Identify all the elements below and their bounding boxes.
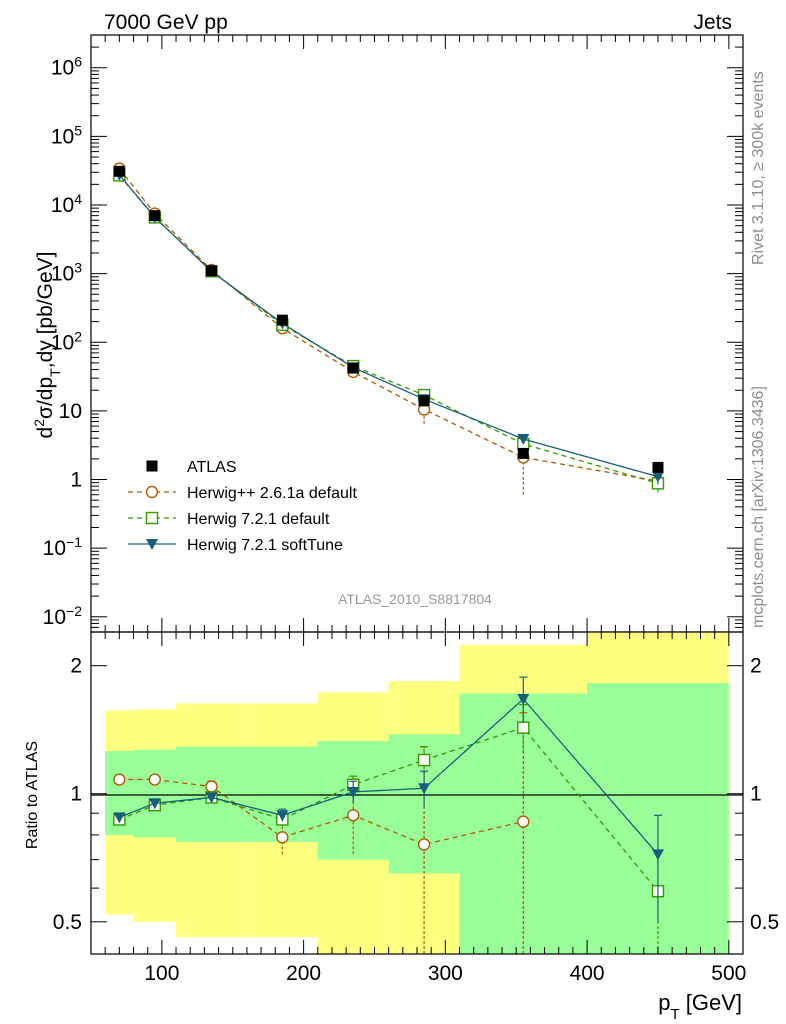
main-y-tick-label: 10−1	[43, 534, 83, 560]
main-point	[651, 471, 664, 483]
ratio-point	[517, 721, 530, 734]
ratio-series-line	[119, 698, 659, 855]
main-series-atlas	[113, 165, 664, 473]
main-point	[276, 314, 288, 326]
ratio-point	[205, 792, 218, 804]
ratio-point	[276, 831, 289, 844]
main-y-tick-label: 106	[51, 54, 82, 80]
inner-uncertainty-band	[246, 746, 318, 843]
legend-entry: Herwig 7.2.1 softTune	[128, 537, 343, 554]
header-observable: Jets	[693, 11, 732, 34]
ratio-point	[205, 780, 218, 793]
main-y-tick-label: 10−2	[43, 603, 83, 629]
legend-label: ATLAS	[187, 459, 237, 476]
main-series-herwig-2-6-1a-default	[113, 162, 665, 495]
legend-label: Herwig 7.2.1 default	[187, 511, 330, 528]
ratio-ticks: 0.5 0.5 1 1 2 2 100 200 300 400 500	[53, 632, 779, 985]
ratio-frame	[90, 631, 744, 955]
main-y-tick-label: 104	[51, 191, 82, 217]
main-series-line	[118, 168, 659, 482]
ratio-point	[517, 693, 530, 705]
main-series-herwig-7-2-1-default	[113, 169, 665, 493]
main-y-tick-label: 105	[51, 122, 82, 148]
inner-uncertainty-band	[133, 749, 177, 838]
main-y-tick-label: 1	[70, 469, 82, 492]
ratio-point	[148, 773, 161, 786]
ratio-point	[418, 783, 431, 795]
main-point	[113, 165, 125, 177]
main-point	[205, 265, 217, 277]
x-tick-label: 400	[570, 962, 605, 985]
ratio-point	[517, 815, 530, 828]
ratio-series	[113, 676, 665, 954]
legend-marker	[146, 460, 158, 472]
main-y-tick-label: 10	[59, 400, 82, 423]
main-point	[517, 447, 529, 459]
legend-entry: Herwig 7.2.1 default	[128, 511, 330, 528]
uncertainty-bands	[105, 632, 729, 954]
legend-entry: ATLAS	[146, 459, 237, 476]
main-series-line	[118, 174, 659, 484]
ratio-series-line	[119, 726, 659, 892]
main-series	[113, 162, 665, 495]
x-axis-label: pT [GeV]	[658, 990, 742, 1023]
ratio-point	[417, 838, 431, 851]
x-tick-label: 100	[144, 962, 179, 985]
legend-marker	[145, 511, 159, 525]
ratio-y-tick-label-right: 2	[750, 655, 762, 678]
legend-entry: Herwig++ 2.6.1a default	[128, 485, 357, 502]
ratio-point	[113, 812, 126, 824]
ratio-panel: 0.5 0.5 1 1 2 2 100 200 300 400 500 Ratio to ATLAS…	[24, 631, 779, 1023]
legend-label: Herwig 7.2.1 softTune	[187, 537, 343, 554]
mcplots-label: mcplots.cern.ch [arXiv:1306.3436]	[750, 386, 767, 628]
header-energy: 7000 GeV pp	[104, 11, 228, 34]
legend-marker	[145, 485, 159, 499]
ratio-y-axis-label: Ratio to ATLAS	[24, 741, 41, 849]
main-point	[347, 362, 359, 374]
x-tick-label: 200	[286, 962, 321, 985]
main-point	[652, 461, 664, 473]
legend-marker	[146, 539, 158, 550]
main-point	[517, 433, 530, 445]
x-tick-label: 500	[711, 962, 746, 985]
ratio-y-tick-label: 0.5	[53, 911, 82, 934]
ratio-point	[651, 849, 664, 861]
ratio-point	[148, 798, 161, 810]
ratio-point	[417, 753, 431, 767]
ratio-y-tick-label-right: 0.5	[750, 911, 779, 934]
analysis-watermark: ATLAS_2010_S8817804	[338, 591, 492, 607]
legend-label: Herwig++ 2.6.1a default	[187, 485, 357, 502]
ratio-y-tick-label-right: 1	[750, 783, 762, 806]
x-tick-label: 300	[428, 962, 463, 985]
ratio-point	[347, 786, 360, 798]
legend: ATLAS Herwig++ 2.6.1a default Herwig 7.2.1…	[128, 459, 357, 554]
ratio-point	[113, 773, 126, 786]
ratio-y-tick-label: 1	[70, 783, 82, 806]
main-point	[149, 210, 161, 222]
main-point	[418, 395, 430, 407]
ratio-point	[347, 809, 360, 822]
main-series-line	[118, 174, 659, 478]
ratio-y-tick-label: 2	[70, 655, 82, 678]
ratio-point	[276, 810, 289, 822]
ratio-series-herwig-7-2-1-softtune	[113, 676, 664, 922]
rivet-version-label: Rivet 3.1.10, ≥ 300k events	[750, 71, 767, 265]
main-series-herwig-7-2-1-softtune	[113, 169, 664, 485]
